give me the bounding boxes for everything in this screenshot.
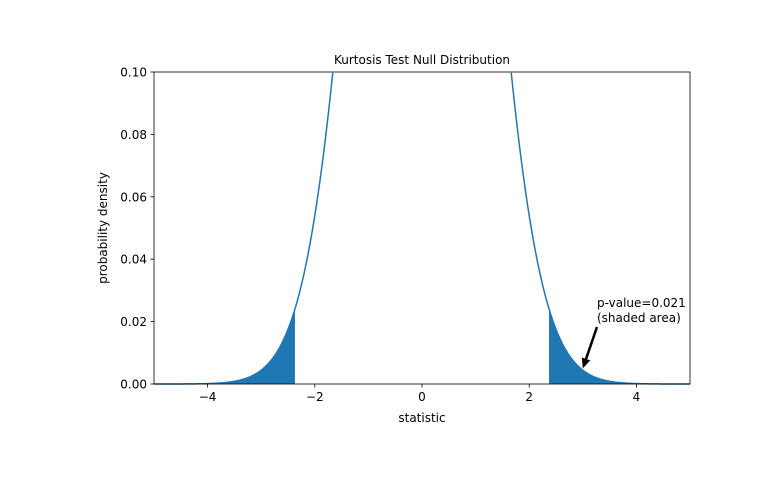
y-tick-label: 0.10 xyxy=(120,66,147,80)
y-axis-label: probability density xyxy=(96,172,110,284)
p-value-annotation: p-value=0.021 (shaded area) xyxy=(581,296,686,369)
annotation-line-2: (shaded area) xyxy=(597,311,681,325)
y-tick-label: 0.02 xyxy=(120,315,147,329)
x-tick-label: −4 xyxy=(199,390,217,404)
lower-tail-area xyxy=(154,308,295,384)
x-tick-label: 0 xyxy=(418,390,426,404)
y-axis: 0.00 0.02 0.04 0.06 0.08 0.10 xyxy=(120,66,154,392)
pdf-curve xyxy=(154,72,690,385)
annotation-arrowhead xyxy=(581,357,591,369)
y-tick-label: 0.00 xyxy=(120,378,147,392)
annotation-line-1: p-value=0.021 xyxy=(597,296,686,310)
x-axis-label: statistic xyxy=(398,411,445,425)
x-tick-label: 2 xyxy=(525,390,533,404)
y-tick-label: 0.06 xyxy=(120,190,147,204)
annotation-arrow xyxy=(584,326,599,360)
shaded-tails xyxy=(154,308,690,384)
chart-title: Kurtosis Test Null Distribution xyxy=(334,53,510,67)
x-axis: −4 −2 0 2 4 xyxy=(199,384,640,404)
upper-tail-area xyxy=(549,308,690,384)
plot-frame xyxy=(153,71,691,385)
y-tick-label: 0.08 xyxy=(120,128,147,142)
x-tick-label: 4 xyxy=(633,390,641,404)
x-tick-label: −2 xyxy=(306,390,324,404)
y-tick-label: 0.04 xyxy=(120,253,147,267)
